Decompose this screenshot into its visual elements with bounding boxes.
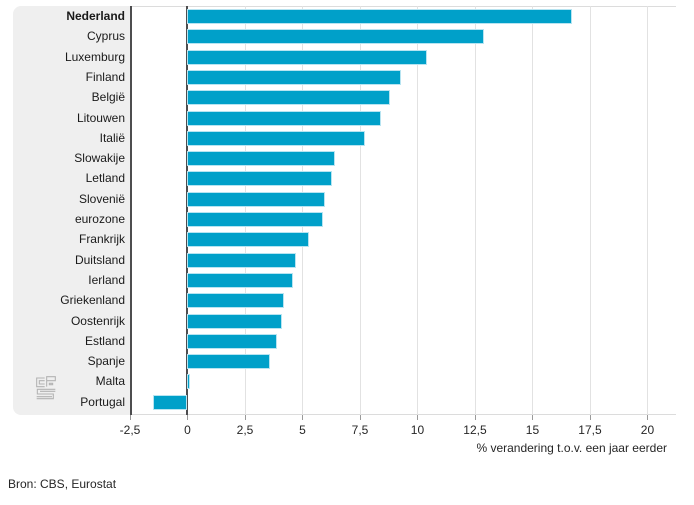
bar [187, 252, 296, 268]
bar [187, 110, 381, 126]
bar [187, 293, 285, 309]
plot-bottom-border [130, 414, 676, 415]
bar [187, 374, 190, 390]
category-label: Griekenland [60, 293, 125, 308]
bar [187, 212, 324, 227]
x-axis-tick [417, 415, 419, 420]
category-label: Duitsland [74, 252, 125, 267]
x-axis-tick-label: 12,5 [463, 423, 487, 437]
category-label: Luxemburg [64, 49, 125, 64]
x-axis-tick-label: 20 [640, 423, 655, 437]
bar [187, 49, 427, 65]
bar [152, 394, 188, 410]
category-labels-panel [13, 6, 130, 415]
category-label: Litouwen [76, 110, 125, 125]
gridline [474, 6, 476, 415]
x-axis-tick [359, 415, 361, 420]
category-label: eurozone [74, 212, 125, 226]
bar [187, 90, 390, 106]
bar [187, 354, 271, 370]
cbs-logo [36, 376, 56, 400]
category-label: Letland [85, 171, 125, 186]
category-label: Estland [84, 333, 125, 348]
gridline [589, 6, 591, 415]
plot-top-border [130, 6, 676, 7]
cbs-logo-c-inner [38, 380, 45, 385]
x-axis-tick [647, 415, 649, 420]
x-axis-tick-label: 2,5 [236, 423, 254, 437]
x-axis-tick-label: 15 [525, 423, 540, 437]
x-axis-tick [302, 415, 304, 420]
bar [187, 272, 294, 288]
x-axis-tick [474, 415, 476, 420]
category-label: Malta [95, 374, 125, 389]
gridline [647, 6, 649, 415]
category-label: Finland [85, 69, 125, 84]
plot-left-axis-line [130, 6, 132, 415]
category-label: Cyprus [86, 29, 125, 44]
bar [187, 151, 335, 167]
cbs-logo-s [36, 388, 56, 400]
x-axis-tick-label: 7,5 [351, 423, 369, 437]
bar [187, 130, 365, 146]
x-axis-tick [187, 415, 189, 420]
cbs-logo-c [36, 377, 45, 388]
category-label: België [91, 90, 125, 105]
x-axis-tick-label: 5 [299, 423, 306, 437]
category-label: Nederland [66, 9, 125, 23]
category-label: Portugal [80, 394, 125, 409]
gridline [244, 6, 246, 415]
cbs-logo-b [46, 376, 56, 387]
plot-area [130, 6, 676, 415]
zero-axis-line [186, 6, 189, 415]
gridline [417, 6, 419, 415]
cbs-logo-s-inner [36, 390, 56, 398]
bar [187, 313, 282, 329]
bar [187, 232, 310, 248]
category-label: Oostenrijk [70, 313, 125, 328]
gridline [302, 6, 304, 415]
bar [187, 333, 278, 349]
bar [187, 171, 333, 187]
gridline [532, 6, 534, 415]
category-label: Frankrijk [78, 232, 125, 247]
category-label: Slowakije [74, 151, 125, 166]
cbs-logo-b-inner [48, 382, 54, 386]
bar [187, 191, 326, 207]
x-axis-tick-label: 0 [184, 423, 191, 437]
gridline [359, 6, 361, 415]
x-axis-tick-label: 17,5 [578, 423, 602, 437]
x-axis-tick [244, 415, 246, 420]
x-axis-tick-label: -2,5 [119, 423, 141, 437]
category-label: Spanje [87, 354, 125, 369]
category-label: Italië [99, 130, 125, 145]
bar [187, 29, 485, 45]
bar [187, 69, 402, 85]
category-label: Slovenië [78, 191, 125, 206]
category-label: Ierland [88, 272, 125, 287]
x-axis-tick [532, 415, 534, 420]
x-axis-tick [130, 415, 131, 420]
x-axis-tick-label: 10 [410, 423, 425, 437]
x-axis-title: % verandering t.o.v. een jaar eerder [476, 441, 667, 455]
source-note: Bron: CBS, Eurostat [8, 477, 117, 491]
x-axis-tick [589, 415, 591, 420]
bar [187, 9, 572, 24]
